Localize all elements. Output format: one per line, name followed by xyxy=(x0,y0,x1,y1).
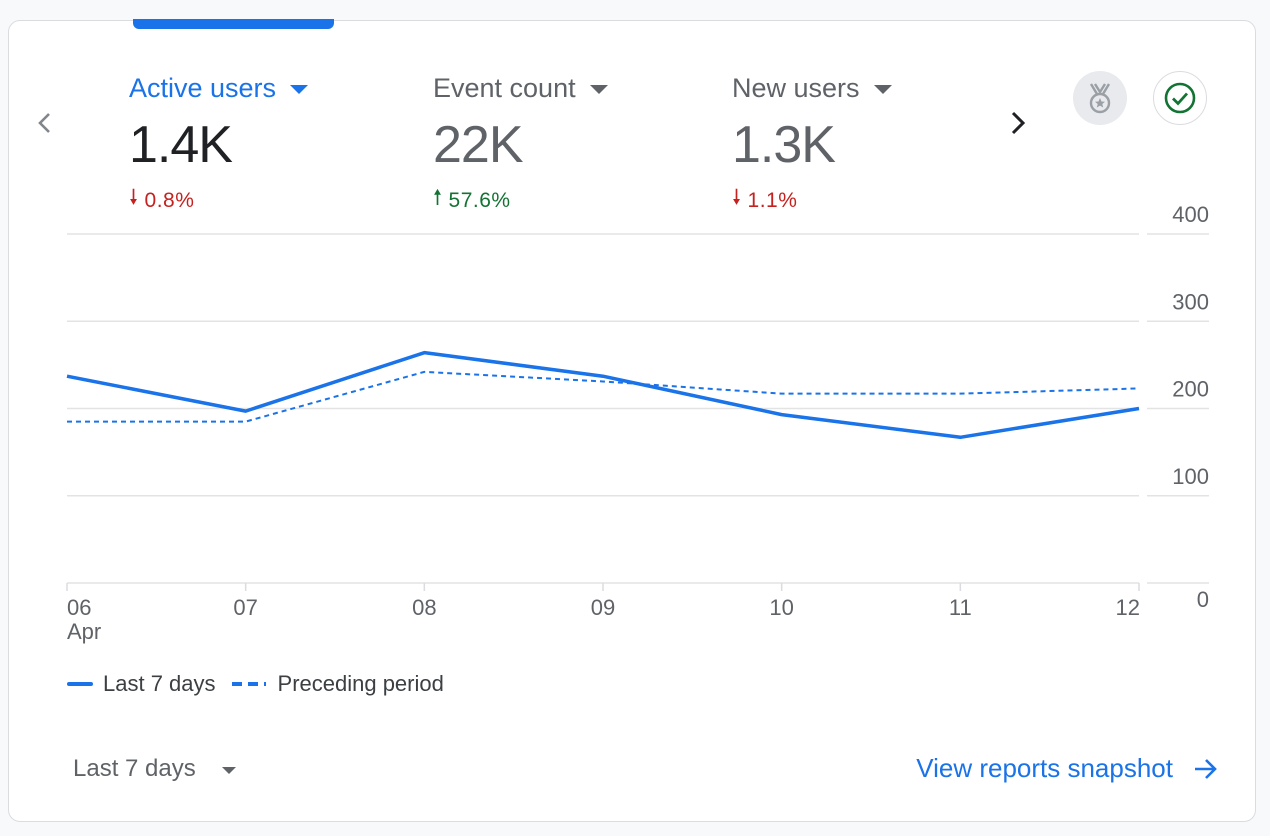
metric-change: 🠗 0.8% xyxy=(129,183,308,218)
metric-change-value: 0.8% xyxy=(144,188,195,212)
metric-new-users-header[interactable]: New users xyxy=(732,71,892,105)
legend-item-preceding-period: Preceding period xyxy=(231,671,444,697)
x-tick-label: 08 xyxy=(412,595,436,620)
metric-value: 1.3K xyxy=(732,116,836,174)
chevron-right-icon[interactable] xyxy=(1003,109,1031,137)
link-label: View reports snapshot xyxy=(916,753,1173,783)
metric-change-value: 57.6% xyxy=(448,188,511,212)
metric-event-count-header[interactable]: Event count xyxy=(433,71,608,105)
metric-change-value: 1.1% xyxy=(747,188,798,212)
metric-value: 22K xyxy=(433,116,524,174)
metric-active-users[interactable]: Active users 1.4K 🠗 0.8% xyxy=(129,71,309,218)
metric-value: 1.4K xyxy=(129,116,233,174)
metric-label: Event count xyxy=(433,72,576,103)
x-tick-sublabel: Apr xyxy=(67,619,101,644)
metric-new-users[interactable]: New users 1.3K 🠗 1.1% xyxy=(732,71,892,218)
series-line-last-7-days xyxy=(66,350,1140,440)
medal-icon[interactable] xyxy=(1073,71,1127,125)
series-line-preceding-period xyxy=(67,370,1140,423)
arrow-down-icon: 🠗 xyxy=(129,186,139,209)
x-tick-label: 11 xyxy=(949,595,972,620)
metric-label: New users xyxy=(732,72,860,103)
chevron-left-icon[interactable] xyxy=(33,111,57,135)
metric-active-users-header[interactable]: Active users xyxy=(129,71,309,105)
y-tick-label: 400 xyxy=(1172,202,1209,227)
y-tick-label: 0 xyxy=(1197,587,1209,612)
caret-down-icon xyxy=(290,84,309,94)
date-range-label: Last 7 days xyxy=(73,755,196,782)
caret-down-icon xyxy=(589,84,608,94)
legend-item-last-7-days: Last 7 days xyxy=(67,671,216,697)
view-reports-snapshot-link[interactable]: View reports snapshot xyxy=(916,753,1219,784)
x-tick-label: 07 xyxy=(233,595,257,620)
x-tick-label: 12 xyxy=(1116,595,1140,620)
metric-event-count[interactable]: Event count 22K 🠕 57.6% xyxy=(433,71,608,218)
check-circle-icon[interactable] xyxy=(1153,71,1207,125)
legend-swatch-solid xyxy=(67,682,93,686)
y-tick-label: 100 xyxy=(1172,464,1209,489)
active-users-card: Active users 1.4K 🠗 0.8% Event count 22K… xyxy=(8,19,1256,822)
chart-legend: Last 7 days Preceding period xyxy=(67,671,460,697)
x-tick-label: 10 xyxy=(769,595,793,620)
metric-label: Active users xyxy=(129,72,277,103)
y-tick-label: 200 xyxy=(1172,377,1209,402)
date-range-dropdown[interactable]: Last 7 days xyxy=(73,755,236,783)
metric-change: 🠕 57.6% xyxy=(433,183,608,218)
legend-label: Preceding period xyxy=(277,671,444,696)
caret-down-icon xyxy=(873,84,892,94)
arrow-up-icon: 🠕 xyxy=(433,186,443,209)
y-tick-label: 300 xyxy=(1172,289,1209,314)
x-tick-label: 06 xyxy=(67,595,91,620)
selected-tab-indicator xyxy=(133,19,334,29)
arrow-right-icon xyxy=(1195,758,1217,779)
caret-down-icon xyxy=(221,766,236,774)
x-tick-label: 09 xyxy=(591,595,615,620)
arrow-down-icon: 🠗 xyxy=(732,186,742,209)
metric-change: 🠗 1.1% xyxy=(732,183,892,218)
legend-swatch-dashed xyxy=(231,682,266,686)
legend-label: Last 7 days xyxy=(103,671,216,696)
line-chart: 0 100 200 300 400 06 07 08 09 10 11 12 Apr xyxy=(66,202,1209,644)
